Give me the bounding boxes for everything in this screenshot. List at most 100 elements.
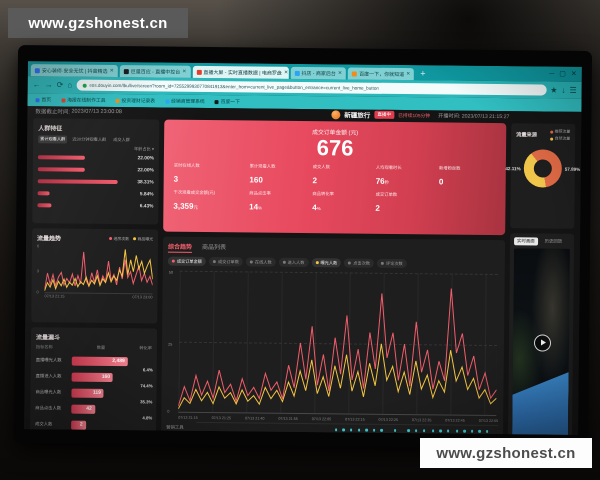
x-tick: 07/13 22:45: [445, 418, 465, 423]
summary-card: 成交订单金额 (元) 676 实时在线人数 3 累计观看人数 160 成交人数 2 人…: [163, 119, 507, 236]
back-icon[interactable]: ←: [32, 80, 41, 90]
y-tick: 25: [167, 341, 173, 347]
legend-item[interactable]: 推荐流量: [550, 129, 570, 135]
tab-favicon-icon: [294, 70, 300, 76]
browser-tab[interactable]: 抖店 - 商家后台 ✕: [290, 66, 347, 80]
play-icon: [540, 339, 546, 346]
y-tick: 50: [168, 269, 174, 275]
metric-pill[interactable]: 成交订单金额: [167, 256, 207, 266]
x-tick: 07/13 22:05: [311, 417, 332, 422]
live-video-frame[interactable]: [511, 248, 570, 435]
metric-pill[interactable]: 评论次数: [376, 258, 407, 269]
legend-item[interactable]: 自然流量: [550, 136, 570, 142]
metric-pill[interactable]: 成交订单数: [208, 257, 243, 267]
audience-bar: [37, 203, 52, 208]
trend-card: 综合趋势 商品列表 成交订单金额 成交订单数 在线人数 进入人数 曝光人数 点击…: [160, 236, 506, 435]
tab-product-list[interactable]: 商品列表: [201, 244, 227, 252]
watermark-top: www.gzshonest.cn: [8, 8, 188, 38]
audience-tab-cumulative[interactable]: 累计观看人群: [38, 135, 68, 144]
bookmark-favicon-icon: [35, 97, 40, 102]
tab-favicon-icon: [196, 69, 202, 75]
x-tick: 07/13 22:55: [478, 418, 499, 424]
audience-card: 人群特征 累计观看人群 近30分钟观看人群 成交人群 年龄占比 ▾ 22.00%…: [32, 118, 160, 225]
browser-tab[interactable]: 安心装修·安全无忧 | 抖音精选 ✕: [30, 64, 118, 78]
x-tick: 07/13 21:25: [211, 416, 232, 421]
metric-pill[interactable]: 在线人数: [245, 257, 276, 267]
bookmark-item[interactable]: 海报在线制作工具: [61, 96, 106, 104]
menu-icon[interactable]: ☰: [569, 85, 577, 95]
download-icon[interactable]: ↓: [561, 85, 566, 95]
tab-close-icon[interactable]: ✕: [406, 71, 411, 78]
tab-close-icon[interactable]: ✕: [283, 69, 289, 76]
audience-bar-pct: 22.00%: [137, 155, 154, 161]
legend-dot-icon: [348, 261, 352, 265]
metric: 累计观看人数 160: [249, 163, 276, 185]
lock-icon: [82, 83, 87, 88]
tab-title: 直播大屏 - 实时直播数据 | 电商罗盘: [203, 69, 282, 77]
tab-title: 安心装修·安全无忧 | 抖音精选: [41, 67, 108, 75]
funnel-bar: 2: [71, 420, 86, 430]
legend-dot-icon: [212, 260, 216, 264]
tab-title: 抖店 - 商家后台: [301, 70, 336, 77]
funnel-row: 商品点击人数 42: [35, 400, 151, 417]
maximize-icon[interactable]: ▢: [559, 70, 566, 78]
live-status-badge: 直播中: [374, 110, 395, 119]
overall-trend-chart: 50 25 0: [167, 270, 498, 417]
minimize-icon[interactable]: ─: [549, 70, 555, 78]
audience-tab-30min[interactable]: 近30分钟观看人群: [72, 136, 107, 142]
tab-close-icon[interactable]: ✕: [109, 67, 114, 75]
tab-replay[interactable]: 历史回放: [544, 238, 563, 244]
legend-item[interactable]: 进房次数: [108, 235, 129, 241]
audience-tab-buyers[interactable]: 成交人群: [113, 137, 131, 143]
funnel-col-header: 数量: [96, 344, 106, 350]
traffic-trend-card: 流量趋势 进房次数 商品曝光 6 3 0: [31, 228, 159, 324]
tab-close-icon[interactable]: ✕: [337, 70, 343, 77]
marketing-dots-timeline: [196, 421, 499, 435]
browser-tab[interactable]: 百度一下，你就知道 ✕: [348, 67, 415, 81]
window-close-icon[interactable]: ✕: [570, 70, 577, 78]
funnel-row: 商品曝光人数 119: [35, 384, 151, 401]
funnel-value: 2,489: [112, 358, 125, 365]
tab-favicon-icon: [34, 67, 40, 73]
donut-left-pct: 42.11%: [505, 165, 521, 171]
browser-tab[interactable]: 巨量百应 - 直播中控台 ✕: [119, 65, 191, 78]
funnel-bar: 119: [71, 388, 104, 398]
funnel-card: 流量漏斗 指标名称 数量 转化率 直播曝光人数 2,489 直播进入人数 160 商…: [29, 327, 158, 435]
metric-pill[interactable]: 点击次数: [344, 258, 375, 268]
audience-bar: [37, 191, 50, 196]
legend-dot-icon: [282, 260, 286, 264]
refresh-icon[interactable]: ⟳: [56, 80, 64, 90]
tab-close-icon[interactable]: ✕: [182, 68, 187, 75]
traffic-source-donut: [523, 149, 562, 188]
funnel-value: 2: [79, 421, 83, 428]
tab-realtime-view[interactable]: 实时画面: [514, 237, 538, 246]
traffic-source-card: 流量来源 推荐流量 自然流量 42.11% 57.89%: [505, 123, 580, 229]
metric-pill[interactable]: 曝光人数: [311, 258, 342, 268]
play-button[interactable]: [533, 334, 552, 352]
legend-item[interactable]: 商品曝光: [132, 236, 153, 242]
tab-overall-trend[interactable]: 综合趋势: [167, 241, 193, 253]
home-icon[interactable]: ⌂: [67, 80, 73, 90]
product-explain-row: 商品讲解: [166, 433, 499, 435]
metric: 商品转化率 4%: [312, 191, 334, 213]
bookmark-item[interactable]: 投资理财记录表: [115, 97, 155, 104]
star-icon[interactable]: ★: [550, 85, 558, 95]
tab-title: 巨量百应 - 直播中控台: [130, 68, 181, 76]
monitor-bezel: 安心装修·安全无忧 | 抖音精选 ✕ 巨量百应 - 直播中控台 ✕ 直播大屏 - 实…: [13, 45, 593, 449]
metric-pill[interactable]: 进入人数: [278, 257, 309, 268]
audience-bar-row: 6.43%: [37, 199, 153, 212]
browser-tab-active[interactable]: 直播大屏 - 实时直播数据 | 电商罗盘 ✕: [192, 65, 289, 79]
data-deadline-label: 数据截止时间:: [35, 109, 70, 116]
live-dashboard: 数据截止时间: 2023/07/13 23:00:08 新疆旅行 直播中 已持续…: [24, 106, 582, 435]
tab-title: 百度一下，你就知道: [359, 71, 405, 78]
y-tick: 0: [167, 408, 170, 414]
live-duration: 已持续105分钟: [398, 113, 431, 119]
new-tab-button[interactable]: +: [420, 68, 426, 79]
forward-icon[interactable]: →: [44, 80, 53, 90]
address-bar[interactable]: eos.douyin.com/lbu/live/screen?room_id=7…: [76, 79, 547, 96]
bookmark-item[interactable]: 经销商管理系统: [165, 98, 205, 105]
x-tick: 07/13 21:15: [178, 415, 198, 420]
bookmark-item[interactable]: 百度一下: [214, 98, 240, 105]
audience-bar-pct: 38.31%: [137, 179, 154, 185]
bookmark-item[interactable]: 首页: [35, 96, 51, 103]
